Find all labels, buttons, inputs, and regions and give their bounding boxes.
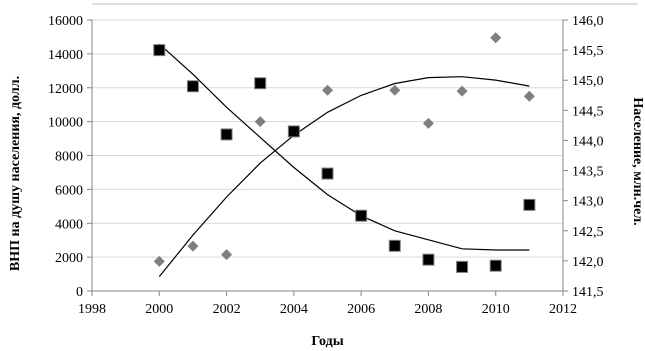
marker-square-8 [422, 253, 435, 266]
marker-square-6 [355, 209, 368, 222]
y-left-tick-label-1: 2000 [55, 251, 83, 266]
marker-square-4 [287, 125, 300, 138]
y-left-tick-label-7: 14000 [48, 48, 83, 63]
marker-square-3 [254, 77, 267, 90]
y-left-axis-title: ВНП на душу населения, долл. [8, 76, 23, 271]
y-right-tick-label-8: 145,5 [572, 44, 604, 59]
y-right-tick-label-4: 143,5 [572, 165, 604, 180]
marker-square-5 [321, 167, 334, 180]
marker-diamond-5 [389, 84, 401, 96]
y-right-axis-title: Население, млн.чел. [630, 97, 645, 225]
x-axis-title: Годы [311, 334, 343, 349]
x-tick-label-6: 2010 [482, 302, 510, 317]
y-left-tick-label-2: 4000 [55, 217, 83, 232]
trendlines [158, 43, 530, 277]
marker-square-2 [220, 128, 233, 141]
marker-square-11 [523, 198, 536, 211]
y-left-tick-label-5: 10000 [48, 116, 83, 131]
marker-diamond-6 [422, 117, 434, 129]
y-right-tick-label-5: 144,0 [572, 134, 604, 149]
x-tick-label-1: 2000 [145, 302, 173, 317]
marker-diamond-9 [523, 90, 535, 102]
marker-square-10 [489, 259, 502, 272]
x-tick-label-3: 2004 [280, 302, 308, 317]
y-right-tick-label-6: 144,5 [572, 104, 604, 119]
y-left-tick-label-8: 16000 [48, 14, 83, 29]
marker-diamond-2 [221, 249, 233, 261]
y-right-tick-label-1: 142,0 [572, 255, 604, 270]
marker-diamond-0 [153, 255, 165, 267]
marker-diamond-4 [322, 84, 333, 96]
y-left-tick-label-6: 12000 [48, 82, 83, 97]
y-left-tick-label-3: 6000 [55, 183, 83, 198]
y-right-tick-label-9: 146,0 [572, 14, 604, 29]
y-right-tick-label-3: 143,0 [572, 195, 604, 210]
x-tick-label-4: 2006 [347, 302, 375, 317]
marker-square-0 [153, 44, 166, 57]
trendline-right [158, 43, 530, 251]
marker-diamond-7 [456, 85, 468, 97]
x-tick-label-2: 2002 [213, 302, 241, 317]
y-right-tick-label-0: 141,5 [572, 285, 604, 300]
trendline-left [158, 76, 530, 277]
tick-labels: 0 2000 4000 6000 8000 10000 12000 14000 16000 141… [48, 14, 604, 317]
x-tick-label-7: 2012 [549, 302, 577, 317]
x-tick-label-5: 2008 [414, 302, 442, 317]
marker-diamond-8 [490, 32, 502, 44]
y-left-tick-label-0: 0 [76, 285, 83, 300]
marker-diamond-3 [254, 116, 266, 128]
marker-diamond-1 [187, 240, 199, 252]
axes [87, 19, 568, 296]
x-tick-label-0: 1998 [78, 302, 106, 317]
marker-square-9 [456, 260, 469, 273]
y-right-tick-label-2: 142,5 [572, 225, 604, 240]
y-right-tick-label-7: 145,0 [572, 74, 604, 89]
y-left-tick-label-4: 8000 [55, 150, 83, 165]
marker-square-7 [388, 239, 401, 252]
marker-square-1 [186, 80, 199, 93]
data-markers [153, 32, 536, 273]
